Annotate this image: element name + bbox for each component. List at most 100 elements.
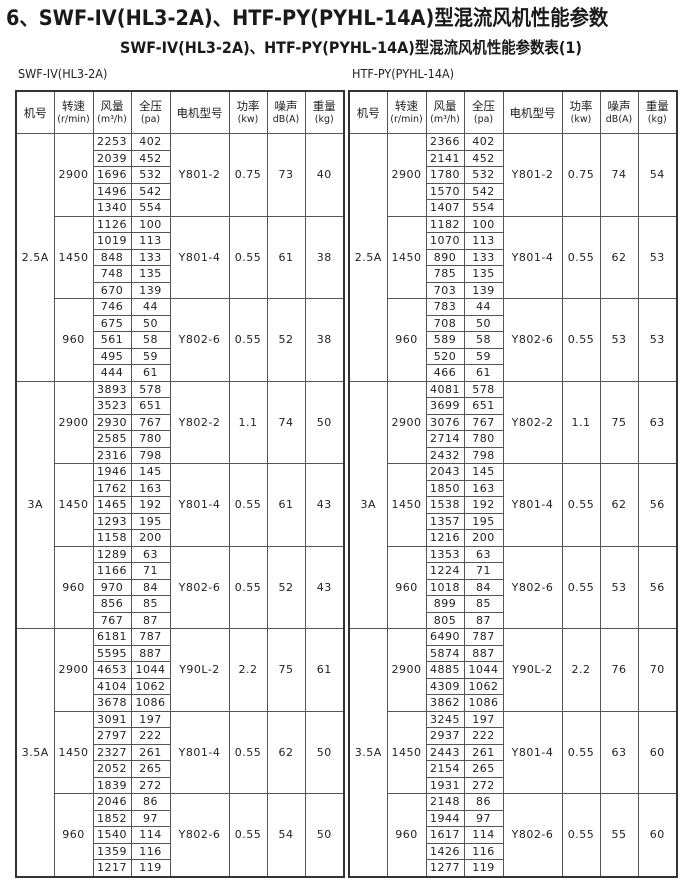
- table-row: 970 84: [16, 578, 344, 596]
- table-row: 1070 113: [349, 232, 677, 250]
- noise-cell: 52: [266, 545, 306, 629]
- speed-cell: 2900: [386, 380, 427, 464]
- header-name: 机号: [23, 105, 47, 120]
- pressure-cell: 780: [130, 430, 171, 448]
- header-unit: (kg): [647, 113, 667, 125]
- power-cell: 0.55: [228, 463, 268, 547]
- weight-cell: 54: [637, 133, 678, 217]
- pressure-cell: 139: [130, 281, 171, 299]
- noise-cell: 53: [599, 298, 639, 382]
- flow-cell: 2253: [92, 133, 132, 151]
- pressure-cell: 61: [130, 364, 171, 382]
- table-row: 1839 272: [16, 776, 344, 794]
- table-row: 3.5A 2900 6181 787 Y90L-2 2.2 75 61: [15, 628, 345, 877]
- pressure-cell: 97: [130, 809, 171, 827]
- weight-cell: 43: [304, 463, 345, 547]
- table-label-htf: HTF-PY(PYHL-14A): [352, 66, 455, 81]
- flow-cell: 1570: [425, 182, 465, 200]
- pressure-cell: 197: [130, 710, 171, 728]
- weight-cell: 53: [637, 298, 678, 382]
- flow-cell: 848: [92, 248, 132, 266]
- motor-cell: Y801-4: [169, 215, 230, 299]
- pressure-cell: 767: [130, 413, 171, 431]
- motor-cell: Y801-4: [502, 463, 563, 547]
- flow-cell: 3893: [92, 380, 132, 398]
- pressure-cell: 452: [463, 149, 504, 167]
- flow-cell: 4104: [92, 677, 132, 695]
- motor-cell: Y90L-2: [169, 628, 230, 712]
- pressure-cell: 261: [130, 743, 171, 761]
- flow-cell: 520: [425, 347, 465, 365]
- header-unit: dB(A): [605, 113, 633, 125]
- flow-cell: 1540: [92, 826, 132, 844]
- motor-cell: Y802-6: [502, 793, 563, 877]
- pressure-cell: 84: [463, 578, 504, 596]
- header-col-flow: 风量 (m³/h): [92, 90, 132, 134]
- pressure-cell: 59: [130, 347, 171, 365]
- weight-cell: 43: [304, 545, 345, 629]
- header-col-model: 机号: [348, 90, 388, 134]
- flow-cell: 5595: [92, 644, 132, 662]
- power-cell: 0.55: [228, 710, 268, 794]
- header-unit: (r/min): [390, 113, 423, 125]
- pressure-cell: 578: [463, 380, 504, 398]
- table-row: 2141 452: [349, 149, 677, 167]
- table-row: 1465 192: [16, 496, 344, 514]
- weight-cell: 56: [637, 545, 678, 629]
- pressure-cell: 532: [130, 166, 171, 184]
- flow-cell: 703: [425, 281, 465, 299]
- pressure-cell: 61: [463, 364, 504, 382]
- weight-cell: 63: [637, 380, 678, 464]
- weight-cell: 70: [637, 628, 678, 712]
- pressure-cell: 798: [130, 446, 171, 464]
- pressure-cell: 100: [130, 215, 171, 233]
- table-row: 2327 261: [16, 743, 344, 761]
- power-cell: 1.1: [561, 380, 601, 464]
- flow-cell: 1224: [425, 562, 465, 580]
- flow-cell: 1407: [425, 199, 465, 217]
- table-row: 3699 651: [349, 397, 677, 415]
- pressure-cell: 114: [463, 826, 504, 844]
- pressure-cell: 1044: [463, 661, 504, 679]
- flow-cell: 2937: [425, 727, 465, 745]
- pressure-cell: 87: [130, 611, 171, 629]
- pressure-cell: 192: [463, 496, 504, 514]
- power-cell: 0.55: [228, 298, 268, 382]
- flow-cell: 1166: [92, 562, 132, 580]
- header-name: 转速: [62, 98, 85, 113]
- header-name: 电机型号: [176, 105, 223, 120]
- header-name: 重量: [645, 98, 669, 113]
- pressure-cell: 787: [130, 628, 171, 646]
- power-cell: 0.55: [561, 793, 601, 877]
- flow-cell: 899: [425, 595, 465, 613]
- flow-cell: 1216: [425, 529, 465, 547]
- pressure-cell: 554: [130, 199, 171, 217]
- table-row: 2797 222: [16, 727, 344, 745]
- pressure-cell: 222: [463, 727, 504, 745]
- header-unit: (r/min): [57, 113, 90, 125]
- header-col-noise: 噪声 dB(A): [266, 90, 306, 134]
- flow-cell: 1852: [92, 809, 132, 827]
- pressure-cell: 86: [463, 793, 504, 811]
- motor-cell: Y802-2: [169, 380, 230, 464]
- motor-cell: Y801-2: [502, 133, 563, 217]
- flow-cell: 1293: [92, 512, 132, 530]
- table-row: 1217 119: [16, 859, 344, 877]
- power-cell: 0.75: [561, 133, 601, 217]
- header-name: 机号: [356, 105, 380, 120]
- pressure-cell: 542: [463, 182, 504, 200]
- table-row: 1450 3245 197 Y801-4 0.55 63 60: [349, 710, 678, 794]
- page-title: 6、SWF-IV(HL3-2A)、HTF-PY(PYHL-14A)型混流风机性能…: [6, 6, 609, 30]
- flow-cell: 1931: [425, 776, 465, 794]
- pressure-cell: 887: [130, 644, 171, 662]
- header-col-pressure: 全压 (pa): [130, 90, 171, 134]
- flow-cell: 1357: [425, 512, 465, 530]
- noise-cell: 62: [599, 215, 639, 299]
- flow-cell: 444: [92, 364, 132, 382]
- noise-cell: 61: [266, 463, 306, 547]
- pressure-cell: 195: [130, 512, 171, 530]
- table-row: 856 85: [16, 595, 344, 613]
- noise-cell: 55: [599, 793, 639, 877]
- power-cell: 0.75: [228, 133, 268, 217]
- noise-cell: 61: [266, 215, 306, 299]
